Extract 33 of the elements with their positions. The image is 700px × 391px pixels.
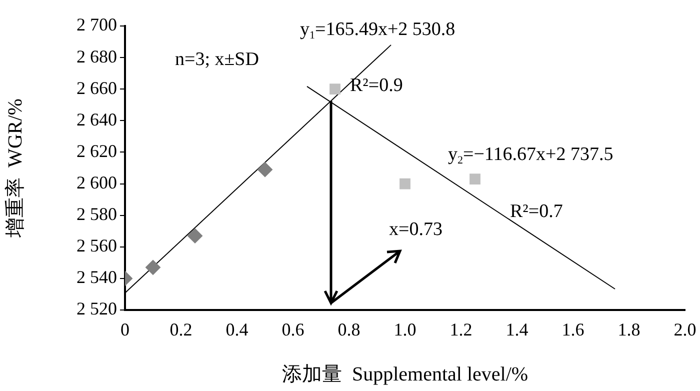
- annotation: R²=0.9: [350, 74, 403, 96]
- x-tick-label: 0.8: [338, 320, 360, 340]
- point: [258, 162, 272, 178]
- x-tick-label: 1.8: [618, 320, 640, 340]
- annotation: x=0.73: [389, 218, 442, 240]
- point: [400, 178, 410, 190]
- y-tick-label: 2 660: [76, 78, 117, 98]
- y-tick-label: 2 560: [76, 236, 117, 256]
- annotation: n=3; x±SD: [175, 48, 259, 70]
- x-tick-label: 0: [120, 320, 130, 340]
- point: [330, 84, 340, 95]
- y-tick-label: 2 640: [76, 109, 117, 130]
- point: [146, 260, 160, 275]
- x-tick-label: 1.6: [562, 320, 584, 340]
- y-tick-label: 2 680: [76, 46, 117, 66]
- y-axis-title: 增重率 WGR/%: [4, 98, 26, 238]
- x-tick-label: 2.0: [674, 320, 696, 340]
- x-tick-label: 1.2: [450, 320, 472, 340]
- y-tick-label: 2 540: [76, 267, 117, 288]
- y-tick-label: 2 600: [76, 172, 117, 193]
- annotation: R²=0.7: [510, 200, 563, 222]
- point: [470, 174, 480, 184]
- x-tick-label: 0.2: [170, 320, 192, 340]
- x-tick-label: 0.4: [226, 320, 248, 340]
- y-tick-label: 2 520: [76, 298, 117, 319]
- y-tick-label: 2 620: [76, 140, 117, 161]
- y-tick-label: 2 700: [76, 14, 117, 35]
- x-tick-label: 1.4: [506, 320, 528, 340]
- x-axis-title: 添加量 Supplemental level/%: [282, 363, 528, 386]
- x-tick-label: 1.0: [394, 320, 416, 340]
- y-tick-label: 2 580: [76, 204, 117, 224]
- point: [188, 228, 202, 244]
- x-tick-label: 0.6: [282, 320, 304, 340]
